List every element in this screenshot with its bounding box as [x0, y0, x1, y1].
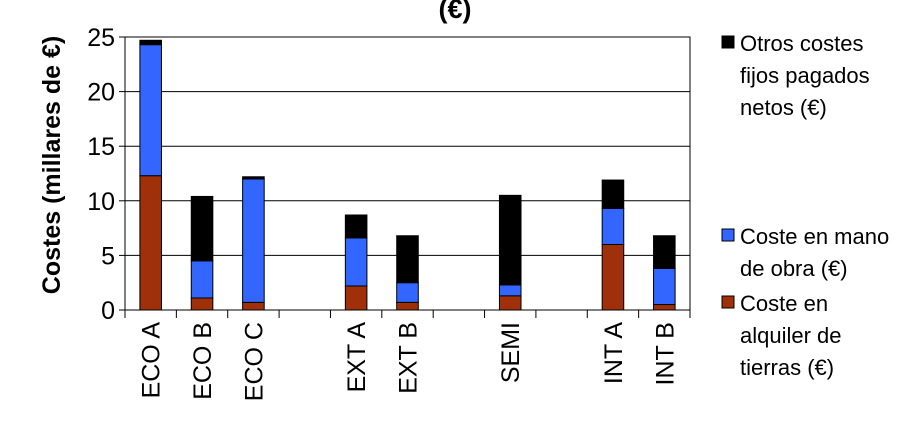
legend-label: alquiler de: [740, 323, 842, 348]
bar-segment: [139, 175, 162, 311]
bar-segment: [653, 304, 676, 311]
bar-segment: [653, 235, 676, 270]
legend-swatch: [721, 228, 735, 242]
bar-segment: [601, 207, 625, 245]
y-tick-label: 20: [87, 79, 115, 107]
x-tick-label: INT A: [600, 322, 628, 384]
bar-segment: [190, 297, 214, 311]
bar-segment: [396, 282, 419, 303]
x-tick-label: SEMI: [497, 322, 525, 383]
x-axis: ECO A ECO B ECO C EXT A EXT B SEMI INT A INT B: [124, 310, 691, 401]
bar-segment: [601, 179, 625, 209]
bar-segment: [498, 284, 522, 297]
y-tick-label: 0: [101, 297, 115, 325]
bar-segment: [344, 285, 368, 311]
bar-segment: [242, 178, 265, 303]
x-tick-label: ECO B: [189, 322, 217, 400]
y-axis: 0 5 10 15 20 25: [87, 24, 125, 325]
bar-segment: [498, 194, 522, 286]
plot-frame: [124, 36, 691, 311]
legend-label: fijos pagados: [740, 63, 870, 88]
legend: Otros costes fijos pagados netos (€) Coste …: [721, 31, 889, 380]
legend-label: Coste en: [740, 291, 828, 316]
bar-segment: [396, 301, 419, 311]
y-tick-label: 15: [87, 133, 115, 161]
bar-segment: [498, 295, 522, 311]
bar-segment: [242, 301, 265, 311]
x-tick-label: INT B: [651, 322, 679, 385]
bar-segment: [190, 260, 214, 299]
bars: [139, 39, 676, 311]
legend-label: tierras (€): [740, 355, 834, 380]
plot-area-border: [124, 36, 691, 311]
x-tick-label: ECO C: [240, 322, 268, 401]
bar-segment: [601, 243, 625, 311]
legend-swatch: [721, 35, 735, 49]
bar-segment: [242, 176, 265, 180]
legend-label: netos (€): [740, 95, 827, 120]
bar-segment: [344, 237, 368, 287]
legend-label: Coste en mano: [740, 224, 889, 249]
chart-title: (€): [439, 0, 472, 24]
legend-label: Otros costes: [740, 31, 863, 56]
bar-segment: [139, 39, 162, 46]
bar-segment: [653, 268, 676, 306]
bar-segment: [344, 214, 368, 239]
bar-segment: [190, 195, 214, 262]
y-tick-label: 25: [87, 24, 115, 52]
bar-segment: [396, 235, 419, 284]
legend-label: de obra (€): [740, 256, 848, 281]
bar-segment: [139, 44, 162, 177]
legend-swatch: [721, 295, 735, 309]
y-tick-label: 5: [101, 242, 115, 270]
x-tick-label: EXT B: [395, 322, 423, 394]
x-tick-label: ECO A: [138, 322, 166, 399]
x-tick-label: EXT A: [343, 322, 371, 393]
y-tick-label: 10: [87, 188, 115, 216]
y-axis-label: Costes (millares de €): [38, 36, 66, 294]
